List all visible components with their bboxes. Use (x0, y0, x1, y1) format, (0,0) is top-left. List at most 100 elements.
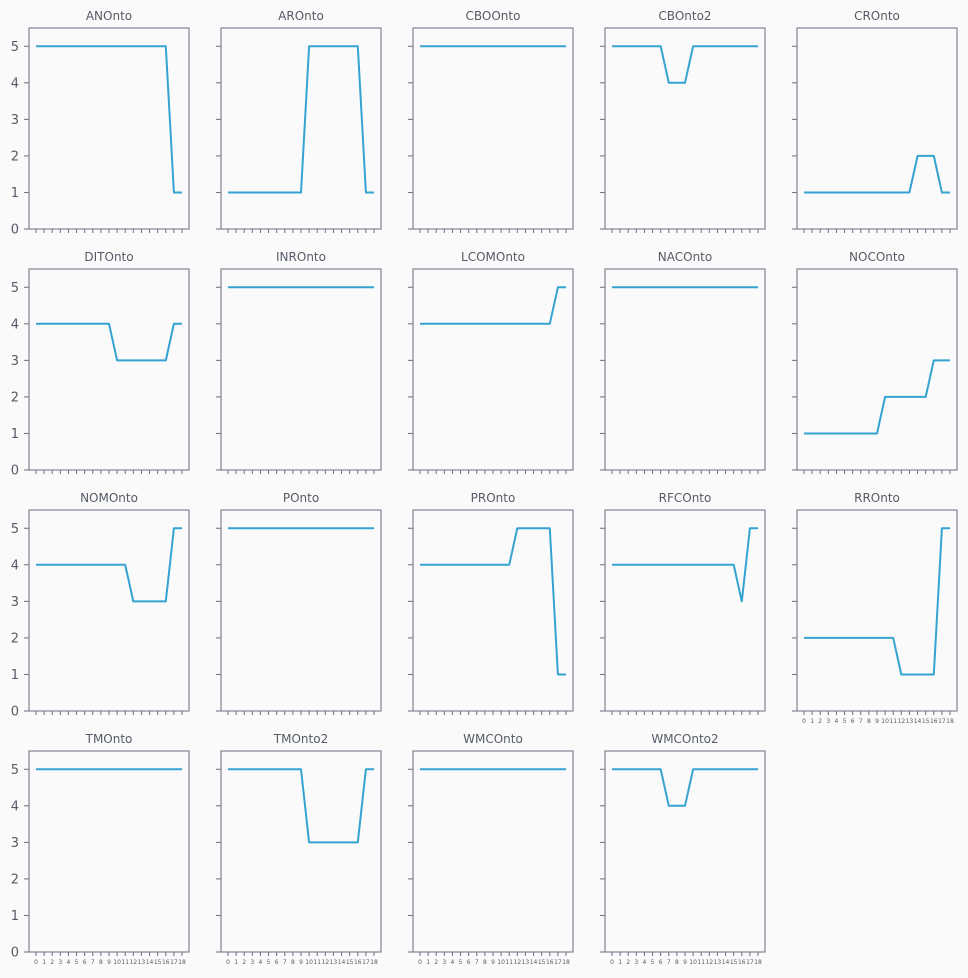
x-tick-label: 16 (546, 959, 554, 966)
panel-title: NOMOnto (80, 491, 138, 505)
x-tick-label: 9 (491, 959, 495, 966)
y-tick-label: 2 (11, 872, 19, 887)
x-tick-label: 6 (83, 959, 87, 966)
series-line (36, 527, 182, 603)
x-tick-label: 5 (843, 718, 847, 725)
y-tick-label: 4 (11, 558, 19, 573)
x-tick-label: 13 (138, 959, 146, 966)
x-tick-label: 1 (618, 959, 622, 966)
x-tick-label: 1 (234, 959, 238, 966)
x-tick-label: 5 (651, 959, 655, 966)
plot-frame (28, 509, 190, 712)
y-tick-label: 1 (11, 668, 19, 683)
x-tick-label: 8 (99, 959, 103, 966)
x-tick-label: 7 (475, 959, 479, 966)
x-tick-label: 5 (75, 959, 79, 966)
y-tick-label: 1 (11, 427, 19, 442)
panel-title: WMCOnto (463, 732, 523, 746)
panel-title: PROnto (471, 491, 516, 505)
x-tick-label: 15 (730, 959, 738, 966)
series-line (36, 322, 182, 362)
x-tick-label: 16 (930, 718, 938, 725)
x-tick-label: 7 (859, 718, 863, 725)
panel-title: LCOMOnto (461, 250, 525, 264)
x-tick-label: 0 (34, 959, 38, 966)
y-tick-label: 3 (11, 595, 19, 610)
x-tick-label: 1 (426, 959, 430, 966)
plot-frame (220, 509, 382, 712)
y-tick-label: 5 (11, 281, 19, 296)
plot-frame (412, 509, 574, 712)
x-tick-label: 7 (667, 959, 671, 966)
y-tick-label: 1 (11, 909, 19, 924)
panel-lcomonto: LCOMOnto (408, 250, 574, 474)
x-tick-label: 7 (283, 959, 287, 966)
x-tick-label: 12 (898, 718, 906, 725)
panel-anonto: ANOnto 0 1 2 3 4 5 (11, 9, 190, 238)
panel-nomonto: NOMOnto 0 1 2 3 4 5 (11, 491, 190, 720)
x-tick-label: 2 (434, 959, 438, 966)
y-tick-label: 4 (11, 76, 19, 91)
plot-frame (412, 27, 574, 230)
panel-title: CBOnto2 (658, 9, 711, 23)
panel-title: TMOnto2 (273, 732, 328, 746)
x-tick-label: 13 (330, 959, 338, 966)
plot-frame (28, 268, 190, 471)
x-tick-label: 8 (483, 959, 487, 966)
series-line (420, 527, 566, 676)
x-tick-label: 3 (58, 959, 62, 966)
x-tick-label: 1 (810, 718, 814, 725)
x-tick-label: 3 (634, 959, 638, 966)
panel-cbonto2: CBOnto2 (600, 9, 766, 233)
y-tick-label: 2 (11, 149, 19, 164)
plot-frame (28, 27, 190, 230)
x-tick-label: 12 (514, 959, 522, 966)
x-tick-label: 1 (42, 959, 46, 966)
x-tick-label: 12 (130, 959, 138, 966)
x-tick-label: 10 (689, 959, 697, 966)
x-tick-label: 11 (313, 959, 321, 966)
plot-frame (604, 268, 766, 471)
series-line (36, 45, 182, 194)
plot-frame (412, 268, 574, 471)
series-line (420, 286, 566, 325)
x-tick-label: 14 (722, 959, 730, 966)
plot-frame (796, 27, 958, 230)
x-tick-label: 7 (91, 959, 95, 966)
x-tick-label: 18 (754, 959, 762, 966)
x-tick-label: 15 (154, 959, 162, 966)
x-tick-label: 14 (914, 718, 922, 725)
y-tick-label: 5 (11, 763, 19, 778)
x-tick-label: 12 (706, 959, 714, 966)
x-tick-label: 4 (643, 959, 647, 966)
x-tick-label: 2 (626, 959, 630, 966)
panel-cboonto: CBOOnto (408, 9, 574, 233)
x-tick-label: 17 (938, 718, 946, 725)
panel-title: NACOnto (658, 250, 712, 264)
x-tick-label: 2 (50, 959, 54, 966)
series-line (612, 527, 758, 603)
x-tick-label: 6 (275, 959, 279, 966)
y-tick-label: 4 (11, 317, 19, 332)
y-tick-label: 0 (11, 946, 19, 961)
y-tick-label: 0 (11, 705, 19, 720)
x-tick-label: 14 (530, 959, 538, 966)
y-tick-label: 3 (11, 354, 19, 369)
y-tick-label: 4 (11, 799, 19, 814)
panel-title: RROnto (854, 491, 900, 505)
panel-ditonto: DITOnto 0 1 2 3 4 5 (11, 250, 190, 479)
series-line (228, 45, 374, 194)
panel-pronto: PROnto (408, 491, 574, 715)
panel-title: WMCOnto2 (651, 732, 718, 746)
y-tick-label: 3 (11, 836, 19, 851)
x-tick-label: 14 (338, 959, 346, 966)
x-tick-label: 8 (867, 718, 871, 725)
panel-ponto: POnto (216, 491, 382, 715)
y-tick-label: 5 (11, 40, 19, 55)
y-tick-label: 2 (11, 631, 19, 646)
x-tick-label: 16 (738, 959, 746, 966)
panel-title: INROnto (276, 250, 326, 264)
x-tick-label: 9 (299, 959, 303, 966)
